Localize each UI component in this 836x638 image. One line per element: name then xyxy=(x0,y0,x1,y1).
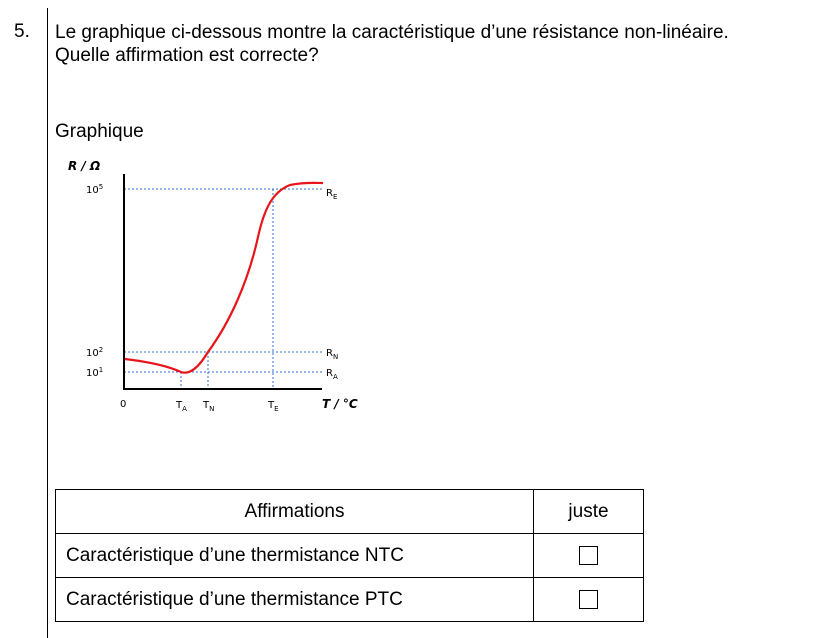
check-cell xyxy=(533,577,644,622)
y-tick-label-10e5: 105 xyxy=(86,183,103,196)
checkbox-ntc[interactable] xyxy=(579,545,598,565)
table-header-row: Affirmations juste xyxy=(55,489,644,534)
y-axis-title: R / Ω xyxy=(68,159,100,173)
guide-lines xyxy=(124,188,322,390)
header-affirmations: Affirmations xyxy=(55,489,534,534)
y-tick-label-10e2: 102 xyxy=(86,346,103,359)
answer-table: Affirmations juste Caractéristique d’une… xyxy=(55,489,644,622)
question-line-2: Quelle affirmation est correcte? xyxy=(55,45,319,66)
resistance-temperature-chart: R / Ω T / °C 105 102 101 0 TA TN TE RE R… xyxy=(68,159,358,413)
statement-ptc: Caractéristique d’une thermistance PTC xyxy=(55,577,534,622)
table-row: Caractéristique d’une thermistance PTC xyxy=(55,577,644,622)
graph-heading: Graphique xyxy=(55,121,144,142)
ref-label-RN: RN xyxy=(326,348,338,361)
question-number: 5. xyxy=(14,21,30,42)
statement-ntc: Caractéristique d’une thermistance NTC xyxy=(55,533,534,578)
ref-label-RE: RE xyxy=(326,188,337,201)
table-row: Caractéristique d’une thermistance NTC xyxy=(55,533,644,578)
check-cell xyxy=(533,533,644,578)
resistance-curve xyxy=(124,181,324,374)
checkbox-ptc[interactable] xyxy=(579,589,598,609)
question-text: Le graphique ci-dessous montre la caract… xyxy=(55,21,835,67)
x-tick-label-TA: TA xyxy=(175,400,187,413)
question-line-1: Le graphique ci-dessous montre la caract… xyxy=(55,22,729,43)
ref-label-RA: RA xyxy=(326,368,338,381)
header-juste: juste xyxy=(533,489,644,534)
x-tick-label-TN: TN xyxy=(202,400,214,413)
x-axis-title: T / °C xyxy=(322,397,358,411)
margin-rule xyxy=(47,8,48,638)
x-tick-label-TE: TE xyxy=(267,400,279,413)
y-tick-label-10e1: 101 xyxy=(86,366,103,379)
x-tick-label-0: 0 xyxy=(120,399,126,410)
